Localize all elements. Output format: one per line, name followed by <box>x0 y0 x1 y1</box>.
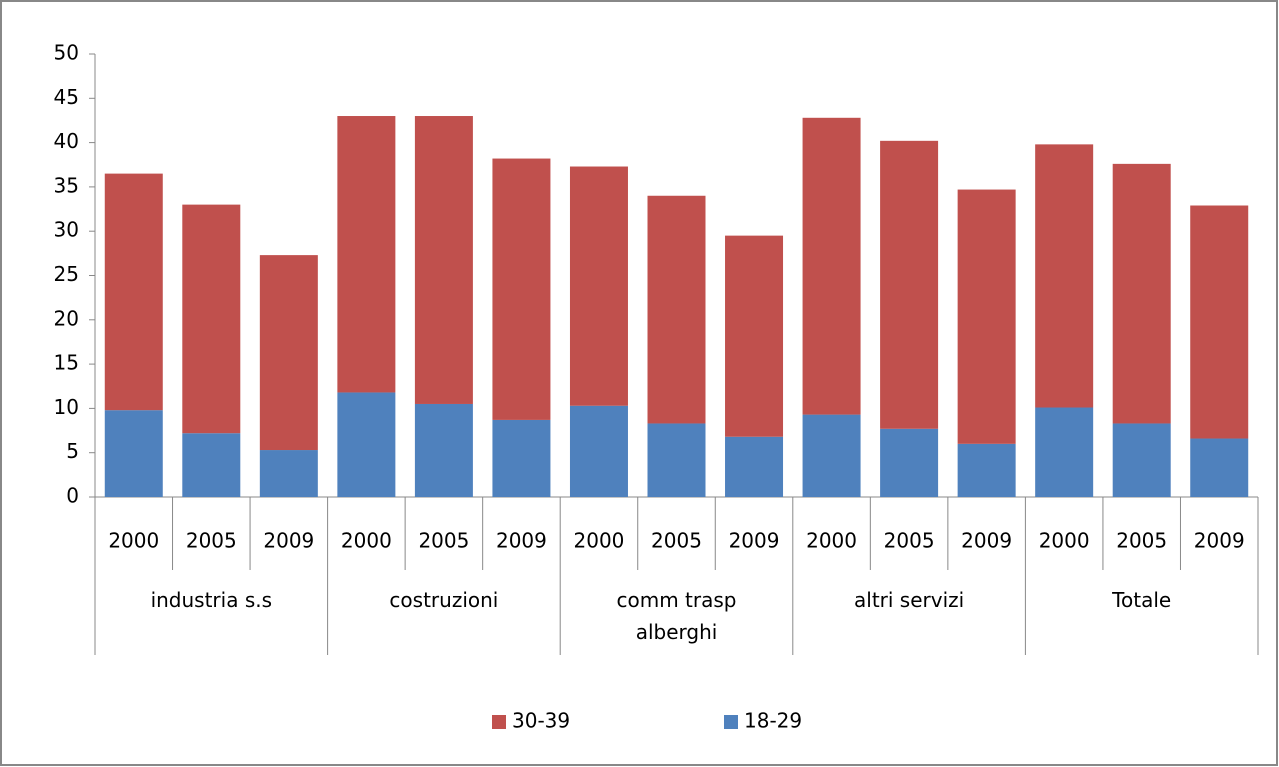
x-tick-label: 2000 <box>108 529 159 553</box>
bar-segment <box>725 436 784 497</box>
x-tick-label: 2000 <box>574 529 625 553</box>
x-tick-label: 2000 <box>806 529 857 553</box>
y-tick-label: 50 <box>54 41 79 65</box>
legend-swatch <box>724 715 738 729</box>
bar-segment <box>725 235 784 437</box>
x-tick-label: 2005 <box>884 529 935 553</box>
bar-segment <box>647 195 706 424</box>
bar-segment <box>802 414 861 497</box>
bar-segment <box>1112 423 1171 497</box>
bar-segment <box>104 173 163 411</box>
y-tick-label: 15 <box>54 351 79 375</box>
bar-segment <box>802 117 861 415</box>
bar-segment <box>492 158 551 420</box>
group-label: comm trasp alberghi <box>616 588 737 644</box>
y-tick-label: 40 <box>54 129 79 153</box>
bar-segment <box>1035 407 1094 497</box>
y-tick-label: 30 <box>54 218 79 242</box>
legend-label: 18-29 <box>744 709 802 733</box>
y-tick-label: 35 <box>54 173 79 197</box>
legend-swatch <box>492 715 506 729</box>
y-tick-label: 5 <box>66 439 79 463</box>
bar-segment <box>569 405 628 497</box>
x-tick-label: 2009 <box>729 529 780 553</box>
y-tick-label: 25 <box>54 262 79 286</box>
bar-segment <box>569 166 628 406</box>
bar-segment <box>1035 144 1094 408</box>
x-tick-label: 2005 <box>651 529 702 553</box>
bar-segment <box>647 423 706 497</box>
bar-segment <box>337 392 396 497</box>
x-tick-label: 2005 <box>186 529 237 553</box>
bar-segment <box>182 204 241 434</box>
x-tick-label: 2009 <box>1194 529 1245 553</box>
x-tick-label: 2005 <box>418 529 469 553</box>
bar-segment <box>104 410 163 497</box>
x-tick-label: 2005 <box>1116 529 1167 553</box>
bar-segment <box>957 443 1016 497</box>
group-label: Totale <box>1112 588 1172 612</box>
bar-segment <box>259 255 318 451</box>
x-tick-label: 2009 <box>263 529 314 553</box>
y-tick-label: 45 <box>54 85 79 109</box>
bar-segment <box>414 116 473 404</box>
bar-segment <box>1190 205 1249 439</box>
bar-segment <box>492 419 551 497</box>
bar-segment <box>182 433 241 497</box>
legend-label: 30-39 <box>512 709 570 733</box>
bar-segment <box>880 140 939 429</box>
y-tick-label: 0 <box>66 484 79 508</box>
x-tick-label: 2009 <box>496 529 547 553</box>
bar-segment <box>1190 438 1249 497</box>
group-label: costruzioni <box>389 588 499 612</box>
x-tick-label: 2009 <box>961 529 1012 553</box>
x-tick-label: 2000 <box>341 529 392 553</box>
group-label: altri servizi <box>854 588 965 612</box>
y-tick-label: 10 <box>54 395 79 419</box>
bar-segment <box>1112 163 1171 424</box>
bar-segment <box>259 450 318 497</box>
bar-segment <box>957 189 1016 444</box>
bar-segment <box>880 428 939 497</box>
x-tick-label: 2000 <box>1039 529 1090 553</box>
y-tick-label: 20 <box>54 306 79 330</box>
group-label: industria s.s <box>150 588 273 612</box>
bar-segment <box>337 116 396 393</box>
bar-segment <box>414 403 473 497</box>
